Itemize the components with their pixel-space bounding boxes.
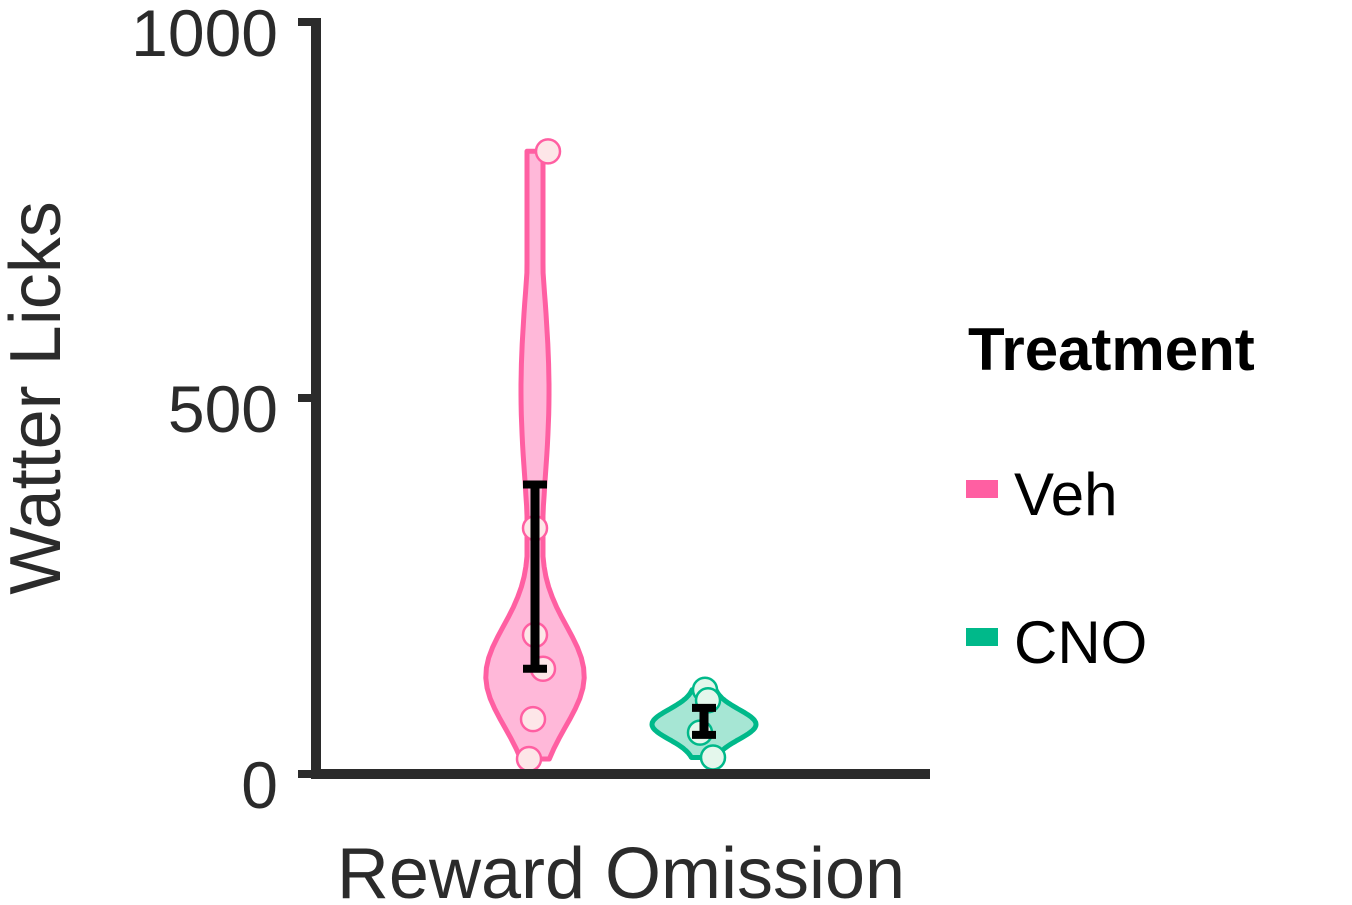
legend: Treatment Veh CNO [966, 316, 1255, 676]
axes: 1000 500 0 Watter Licks Reward Omission [0, 0, 930, 905]
plot-area [483, 138, 759, 773]
y-tick-label-1000: 1000 [131, 0, 278, 70]
legend-swatch-cno [966, 628, 998, 646]
data-point-veh [519, 705, 547, 733]
legend-label-veh: Veh [1014, 461, 1117, 528]
x-axis-title: Reward Omission [337, 834, 905, 905]
data-point-veh [515, 745, 543, 773]
y-tick-label-0: 0 [241, 748, 278, 822]
legend-label-cno: CNO [1014, 609, 1147, 676]
violin-veh [483, 148, 587, 762]
legend-swatch-veh [966, 480, 998, 498]
data-point-cno [699, 744, 727, 771]
legend-title: Treatment [968, 316, 1255, 383]
data-point-veh [534, 138, 562, 165]
y-tick-label-500: 500 [168, 372, 278, 446]
y-axis-title: Watter Licks [0, 201, 76, 594]
